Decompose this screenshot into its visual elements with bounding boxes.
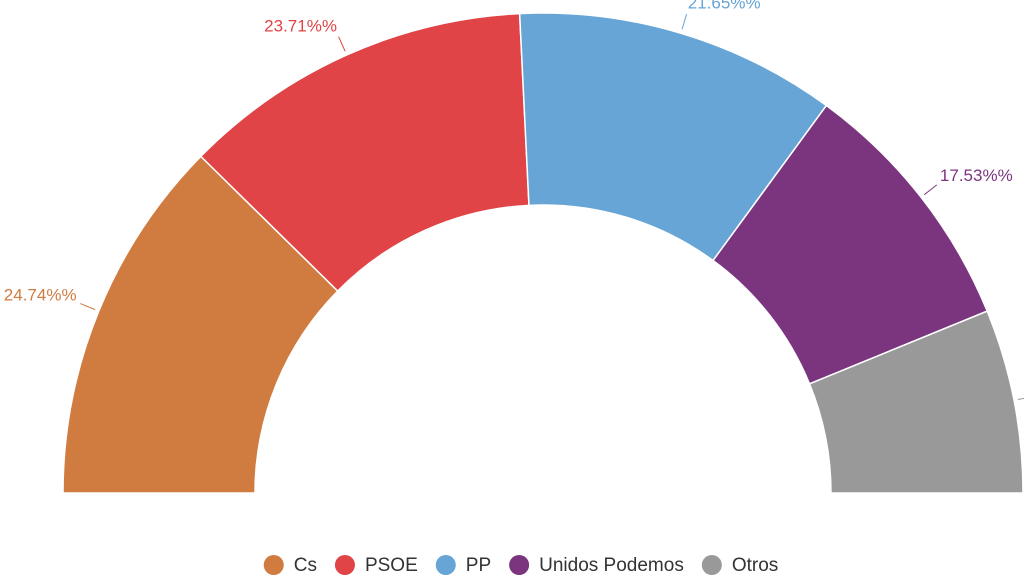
legend-swatch	[435, 555, 456, 575]
leader-line	[1017, 397, 1024, 401]
legend-label: Unidos Podemos	[539, 555, 684, 576]
data-label: 23.71%%	[264, 17, 337, 36]
legend-label: PSOE	[365, 555, 418, 576]
legend-item: Cs	[263, 555, 317, 576]
legend-item: Otros	[701, 555, 778, 576]
legend-label: PP	[466, 555, 491, 576]
leader-line	[80, 303, 96, 311]
legend-swatch	[263, 555, 284, 575]
legend-swatch	[509, 555, 530, 575]
leader-line	[923, 184, 938, 196]
leader-line	[681, 13, 688, 30]
slice	[62, 155, 339, 494]
legend-label: Cs	[294, 555, 317, 576]
data-label: 21.65%%	[688, 0, 761, 13]
leader-line	[338, 36, 346, 52]
legend-item: PSOE	[334, 555, 418, 576]
legend-swatch	[701, 555, 722, 575]
data-label: 24.74%%	[4, 286, 77, 305]
data-label: 17.53%%	[940, 166, 1013, 185]
legend-item: PP	[435, 555, 491, 576]
legend-swatch	[334, 555, 355, 575]
slice	[808, 310, 1024, 494]
legend-item: Unidos Podemos	[509, 555, 684, 576]
legend-label: Otros	[732, 555, 778, 576]
